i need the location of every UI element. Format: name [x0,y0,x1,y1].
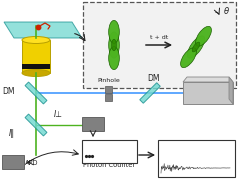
Text: θ: θ [223,6,228,15]
Text: Pinhole: Pinhole [98,78,120,83]
FancyBboxPatch shape [82,139,137,163]
Bar [183,82,233,104]
Bar [105,94,112,101]
Ellipse shape [109,32,119,58]
Bar [82,117,104,131]
Text: t + dt: t + dt [150,35,168,40]
Text: Sync: Sync [102,143,117,147]
Text: Photon Counter: Photon Counter [83,162,135,168]
Text: I‖: I‖ [9,129,15,138]
Ellipse shape [112,39,116,51]
Bar [83,2,236,88]
Ellipse shape [109,20,119,43]
Ellipse shape [192,42,200,52]
Text: DM: DM [147,74,159,83]
Bar [22,64,50,69]
Bar [22,40,50,73]
Polygon shape [140,83,160,103]
Bar [2,155,24,169]
Polygon shape [4,22,82,38]
Ellipse shape [187,36,205,58]
Text: Pulsed Laser: Pulsed Laser [189,91,227,97]
Ellipse shape [22,36,50,43]
Text: APD: APD [25,160,38,166]
Ellipse shape [109,47,119,70]
Polygon shape [183,77,233,82]
Ellipse shape [180,48,196,68]
Ellipse shape [196,26,211,46]
Ellipse shape [22,70,50,77]
Polygon shape [25,114,47,136]
Polygon shape [25,82,47,104]
Text: Anisotropy
decay: Anisotropy decay [176,145,216,158]
FancyBboxPatch shape [157,139,234,177]
Text: I⊥: I⊥ [54,110,62,119]
Polygon shape [229,77,233,104]
Text: DM: DM [2,87,14,95]
Bar [105,86,112,93]
